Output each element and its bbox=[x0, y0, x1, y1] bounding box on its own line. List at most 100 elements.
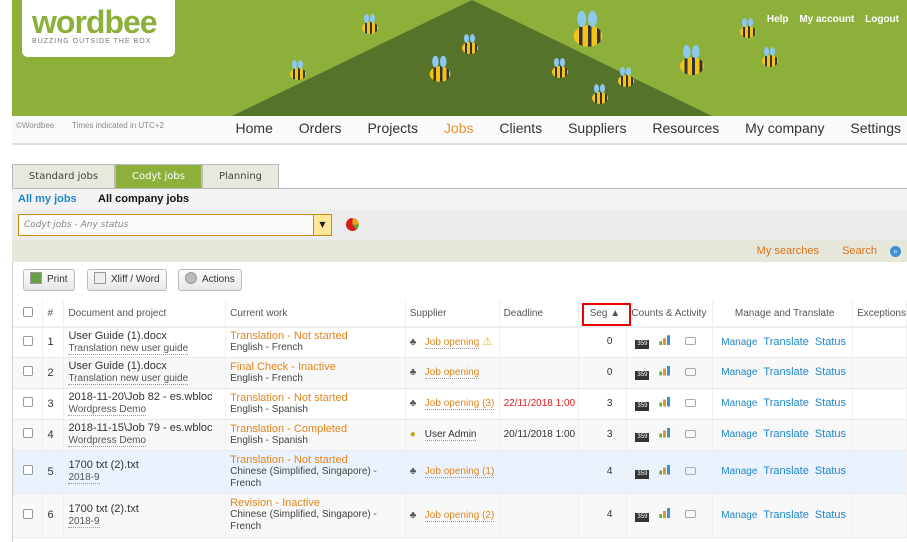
nav-home[interactable]: Home bbox=[235, 120, 273, 136]
col-document[interactable]: Document and project bbox=[63, 300, 227, 328]
current-work-status[interactable]: Translation - Completed bbox=[230, 422, 348, 435]
project-link[interactable]: Translation new user guide bbox=[68, 342, 189, 355]
table-row[interactable]: 4 2018-11-15\Job 79 - es.wbloc Wordpress … bbox=[13, 419, 907, 451]
supplier-link[interactable]: Job opening bbox=[424, 367, 480, 379]
row-checkbox[interactable] bbox=[23, 397, 33, 407]
comment-icon[interactable] bbox=[685, 466, 697, 475]
bar-chart-icon[interactable] bbox=[659, 335, 672, 346]
current-work-status[interactable]: Translation - Not started bbox=[230, 453, 348, 466]
document-name[interactable]: 2018-11-15\Job 79 - es.wbloc bbox=[68, 422, 213, 434]
row-checkbox[interactable] bbox=[23, 465, 33, 475]
manage-link[interactable]: Manage bbox=[721, 466, 758, 477]
status-link[interactable]: Status bbox=[814, 465, 847, 477]
print-button[interactable]: Print bbox=[23, 269, 75, 291]
word-count-icon[interactable]: 359 bbox=[635, 340, 650, 350]
job-filter-select[interactable]: Codyt jobs - Any status ▼ bbox=[18, 214, 332, 236]
status-link[interactable]: Status bbox=[814, 397, 847, 409]
project-link[interactable]: 2018-9 bbox=[68, 515, 100, 528]
status-link[interactable]: Status bbox=[814, 428, 847, 440]
supplier-link[interactable]: Job opening (3) bbox=[424, 398, 495, 410]
tab-codyt-jobs[interactable]: Codyt jobs bbox=[115, 164, 202, 188]
word-count-icon[interactable]: 359 bbox=[635, 401, 650, 411]
nav-my-company[interactable]: My company bbox=[745, 120, 825, 136]
comment-icon[interactable] bbox=[685, 510, 697, 518]
table-row[interactable]: 3 2018-11-20\Job 82 - es.wbloc Wordpress … bbox=[13, 388, 907, 420]
current-work-status[interactable]: Translation - Not started bbox=[230, 330, 348, 343]
col-number[interactable]: # bbox=[42, 300, 65, 328]
table-row[interactable]: 5 1700 txt (2).txt 2018-9 Translation - N… bbox=[13, 450, 907, 494]
help-link[interactable]: Help bbox=[766, 14, 789, 25]
tab-standard-jobs[interactable]: Standard jobs bbox=[12, 164, 115, 188]
row-checkbox[interactable] bbox=[23, 428, 33, 438]
manage-link[interactable]: Manage bbox=[721, 429, 758, 440]
row-checkbox[interactable] bbox=[23, 335, 33, 346]
wordbee-logo[interactable]: wordbee BUZZING OUTSIDE THE BOX bbox=[22, 0, 175, 57]
bar-chart-icon[interactable] bbox=[659, 365, 672, 376]
project-link[interactable]: Wordpress Demo bbox=[68, 404, 147, 416]
actions-button[interactable]: Actions bbox=[178, 269, 242, 291]
nav-projects[interactable]: Projects bbox=[367, 120, 419, 136]
manage-link[interactable]: Manage bbox=[721, 398, 758, 409]
all-company-jobs-link[interactable]: All company jobs bbox=[98, 193, 190, 205]
col-deadline[interactable]: Deadline bbox=[499, 300, 580, 328]
row-checkbox[interactable] bbox=[23, 508, 33, 519]
supplier-link[interactable]: Job opening (2) bbox=[424, 509, 495, 522]
bar-chart-icon[interactable] bbox=[659, 464, 672, 475]
translate-link[interactable]: Translate bbox=[763, 508, 809, 521]
supplier-link[interactable]: Job opening bbox=[424, 336, 480, 349]
manage-link[interactable]: Manage bbox=[721, 509, 758, 521]
word-count-icon[interactable]: 359 bbox=[635, 513, 650, 522]
document-name[interactable]: 1700 txt (2).txt bbox=[68, 502, 139, 515]
current-work-status[interactable]: Translation - Not started bbox=[230, 391, 348, 404]
translate-link[interactable]: Translate bbox=[763, 366, 809, 378]
translate-link[interactable]: Translate bbox=[763, 428, 809, 440]
comment-icon[interactable] bbox=[685, 429, 697, 438]
table-row[interactable]: 6 1700 txt (2).txt 2018-9 Revision - Inac… bbox=[13, 493, 907, 538]
document-name[interactable]: User Guide (1).docx bbox=[68, 329, 167, 342]
table-row[interactable]: 2 User Guide (1).docx Translation new use… bbox=[13, 357, 907, 389]
my-account-link[interactable]: My account bbox=[799, 14, 855, 25]
comment-icon[interactable] bbox=[685, 337, 697, 346]
nav-jobs[interactable]: Jobs bbox=[443, 120, 474, 136]
manage-link[interactable]: Manage bbox=[721, 367, 758, 378]
select-all-checkbox[interactable] bbox=[23, 306, 33, 317]
document-name[interactable]: User Guide (1).docx bbox=[68, 360, 167, 372]
nav-settings[interactable]: Settings bbox=[850, 120, 901, 136]
nav-clients[interactable]: Clients bbox=[499, 120, 543, 136]
document-name[interactable]: 2018-11-20\Job 82 - es.wbloc bbox=[68, 391, 213, 403]
bar-chart-icon[interactable] bbox=[659, 427, 672, 438]
xliff-word-button[interactable]: Xliff / Word bbox=[87, 269, 167, 291]
col-supplier[interactable]: Supplier bbox=[405, 300, 500, 328]
status-link[interactable]: Status bbox=[814, 335, 847, 348]
nav-orders[interactable]: Orders bbox=[298, 120, 342, 136]
translate-link[interactable]: Translate bbox=[763, 465, 809, 477]
comment-icon[interactable] bbox=[685, 367, 697, 376]
supplier-link[interactable]: Job opening (1) bbox=[424, 466, 495, 478]
word-count-icon[interactable]: 359 bbox=[635, 370, 650, 380]
search-link[interactable]: Search ⌕ bbox=[832, 245, 901, 257]
bar-chart-icon[interactable] bbox=[659, 396, 672, 407]
tab-planning[interactable]: Planning bbox=[202, 164, 279, 188]
supplier-link[interactable]: User Admin bbox=[424, 429, 477, 441]
word-count-icon[interactable]: 359 bbox=[635, 469, 650, 479]
current-work-status[interactable]: Revision - Inactive bbox=[230, 497, 320, 509]
document-name[interactable]: 1700 txt (2).txt bbox=[68, 459, 139, 471]
project-link[interactable]: Wordpress Demo bbox=[68, 435, 147, 447]
comment-icon[interactable] bbox=[685, 398, 697, 407]
pie-chart-icon[interactable] bbox=[346, 218, 359, 231]
manage-link[interactable]: Manage bbox=[721, 336, 758, 348]
col-current-work[interactable]: Current work bbox=[225, 300, 406, 328]
bar-chart-icon[interactable] bbox=[659, 508, 672, 518]
translate-link[interactable]: Translate bbox=[763, 397, 809, 409]
nav-resources[interactable]: Resources bbox=[652, 120, 720, 136]
logout-link[interactable]: Logout bbox=[865, 14, 899, 25]
table-row[interactable]: 1 User Guide (1).docx Translation new use… bbox=[13, 327, 907, 358]
row-checkbox[interactable] bbox=[23, 366, 33, 376]
project-link[interactable]: 2018-9 bbox=[68, 472, 100, 484]
word-count-icon[interactable]: 359 bbox=[635, 432, 650, 442]
nav-suppliers[interactable]: Suppliers bbox=[568, 120, 627, 136]
translate-link[interactable]: Translate bbox=[763, 335, 809, 348]
status-link[interactable]: Status bbox=[814, 366, 847, 378]
chevron-down-icon[interactable]: ▼ bbox=[313, 215, 331, 235]
all-my-jobs-link[interactable]: All my jobs bbox=[18, 193, 77, 205]
